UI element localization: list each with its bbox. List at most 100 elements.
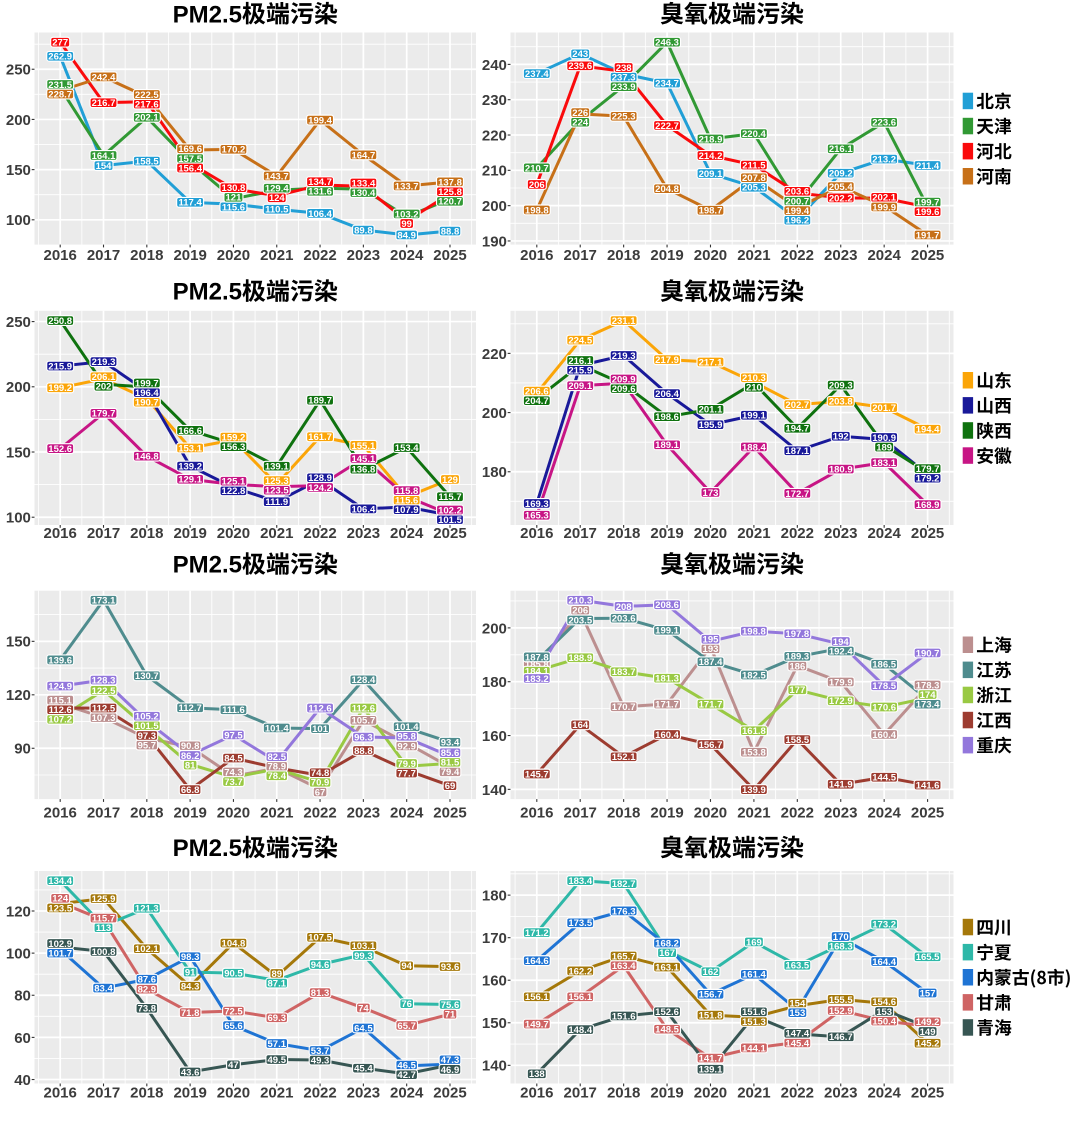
svg-text:85.6: 85.6	[441, 748, 460, 759]
svg-text:113: 113	[96, 923, 111, 934]
svg-text:163.1: 163.1	[655, 962, 679, 973]
svg-text:2024: 2024	[390, 247, 424, 264]
svg-text:169.3: 169.3	[525, 499, 549, 510]
svg-text:239.6: 239.6	[568, 61, 592, 72]
svg-text:124: 124	[269, 193, 286, 204]
svg-text:154: 154	[96, 161, 113, 172]
svg-text:73.7: 73.7	[224, 777, 243, 788]
svg-text:115.6: 115.6	[222, 202, 245, 213]
svg-text:198.6: 198.6	[655, 412, 679, 423]
svg-text:130.7: 130.7	[135, 671, 159, 682]
svg-text:124.9: 124.9	[48, 681, 72, 692]
svg-text:97.3: 97.3	[138, 731, 157, 742]
svg-text:2022: 2022	[781, 1085, 814, 1102]
svg-text:134.4: 134.4	[48, 876, 72, 887]
svg-text:71.8: 71.8	[181, 1008, 200, 1019]
svg-text:139.2: 139.2	[178, 461, 202, 472]
svg-text:42.7: 42.7	[397, 1070, 416, 1081]
svg-text:210: 210	[482, 163, 507, 180]
svg-text:183.2: 183.2	[525, 674, 549, 685]
svg-text:49.3: 49.3	[311, 1056, 330, 1067]
svg-text:2019: 2019	[650, 525, 683, 542]
svg-text:107.5: 107.5	[308, 933, 332, 944]
svg-text:195.9: 195.9	[699, 420, 723, 431]
svg-text:141.9: 141.9	[829, 780, 853, 791]
svg-text:101: 101	[312, 724, 329, 735]
svg-text:40: 40	[14, 1072, 31, 1089]
svg-text:179.7: 179.7	[92, 409, 116, 420]
svg-text:67: 67	[315, 787, 326, 798]
svg-text:200: 200	[482, 405, 507, 422]
svg-text:2023: 2023	[824, 805, 857, 822]
svg-text:206.6: 206.6	[525, 386, 549, 397]
svg-text:161.8: 161.8	[742, 726, 766, 737]
svg-text:250: 250	[6, 314, 31, 331]
svg-text:173.5: 173.5	[568, 918, 592, 929]
svg-text:216.7: 216.7	[92, 98, 116, 109]
svg-text:207.8: 207.8	[742, 173, 766, 184]
svg-text:189.1: 189.1	[655, 440, 679, 451]
svg-text:262.9: 262.9	[48, 52, 72, 63]
svg-text:2021: 2021	[260, 247, 293, 264]
svg-text:156.7: 156.7	[699, 740, 723, 751]
svg-text:78.4: 78.4	[268, 771, 287, 782]
svg-text:106.4: 106.4	[308, 209, 332, 220]
svg-text:93.6: 93.6	[441, 962, 460, 973]
svg-text:2019: 2019	[650, 1085, 683, 1102]
svg-text:224.5: 224.5	[568, 335, 592, 346]
svg-text:161.4: 161.4	[742, 970, 766, 981]
svg-text:152.6: 152.6	[655, 1007, 679, 1018]
svg-text:163.4: 163.4	[612, 961, 636, 972]
svg-text:129.4: 129.4	[265, 184, 289, 195]
svg-text:206: 206	[572, 606, 588, 617]
svg-text:64.5: 64.5	[354, 1023, 373, 1034]
svg-text:111.9: 111.9	[265, 497, 288, 508]
svg-text:154: 154	[789, 998, 806, 1009]
svg-text:PM2.5: PM2.5	[173, 835, 242, 862]
svg-text:74.3: 74.3	[224, 767, 243, 778]
svg-text:161.7: 161.7	[308, 432, 332, 443]
svg-text:141.6: 141.6	[916, 780, 940, 791]
svg-text:99.3: 99.3	[354, 951, 373, 962]
svg-text:146.8: 146.8	[135, 452, 159, 463]
svg-text:164.4: 164.4	[872, 957, 896, 968]
svg-text:222.5: 222.5	[135, 90, 159, 101]
svg-text:57.1: 57.1	[268, 1039, 287, 1050]
svg-text:151.6: 151.6	[742, 1007, 766, 1018]
svg-text:65.7: 65.7	[397, 1021, 416, 1032]
svg-text:202.1: 202.1	[135, 113, 159, 124]
svg-text:136.8: 136.8	[351, 465, 375, 476]
svg-text:153.1: 153.1	[178, 443, 202, 454]
svg-text:122.8: 122.8	[222, 486, 246, 497]
svg-text:217.6: 217.6	[135, 100, 159, 111]
svg-text:60: 60	[14, 1030, 31, 1047]
svg-text:160.4: 160.4	[655, 730, 679, 741]
svg-text:184.1: 184.1	[525, 667, 549, 678]
svg-text:202.2: 202.2	[829, 193, 853, 204]
svg-text:2016: 2016	[44, 1085, 77, 1102]
svg-text:223.6: 223.6	[872, 118, 896, 129]
svg-text:2022: 2022	[781, 247, 814, 264]
svg-text:150: 150	[6, 634, 31, 651]
svg-text:187.8: 187.8	[525, 652, 549, 663]
svg-text:222.7: 222.7	[655, 121, 679, 132]
svg-text:2021: 2021	[737, 1085, 770, 1102]
svg-text:2023: 2023	[824, 247, 857, 264]
svg-text:2023: 2023	[347, 1085, 380, 1102]
svg-text:2016: 2016	[520, 247, 553, 264]
svg-text:2021: 2021	[260, 525, 293, 542]
svg-text:180: 180	[482, 464, 507, 481]
svg-text:123.5: 123.5	[48, 903, 72, 914]
svg-text:162.2: 162.2	[568, 966, 592, 977]
svg-text:220: 220	[482, 346, 507, 363]
svg-text:93.4: 93.4	[441, 738, 460, 749]
svg-text:200: 200	[482, 198, 507, 215]
svg-text:97.5: 97.5	[224, 730, 243, 741]
svg-text:99: 99	[401, 219, 412, 230]
svg-text:89: 89	[271, 969, 282, 980]
svg-text:2018: 2018	[607, 247, 640, 264]
svg-text:125.9: 125.9	[92, 894, 116, 905]
svg-text:101.5: 101.5	[438, 515, 462, 526]
svg-text:2019: 2019	[173, 247, 206, 264]
svg-text:203.8: 203.8	[829, 397, 853, 408]
